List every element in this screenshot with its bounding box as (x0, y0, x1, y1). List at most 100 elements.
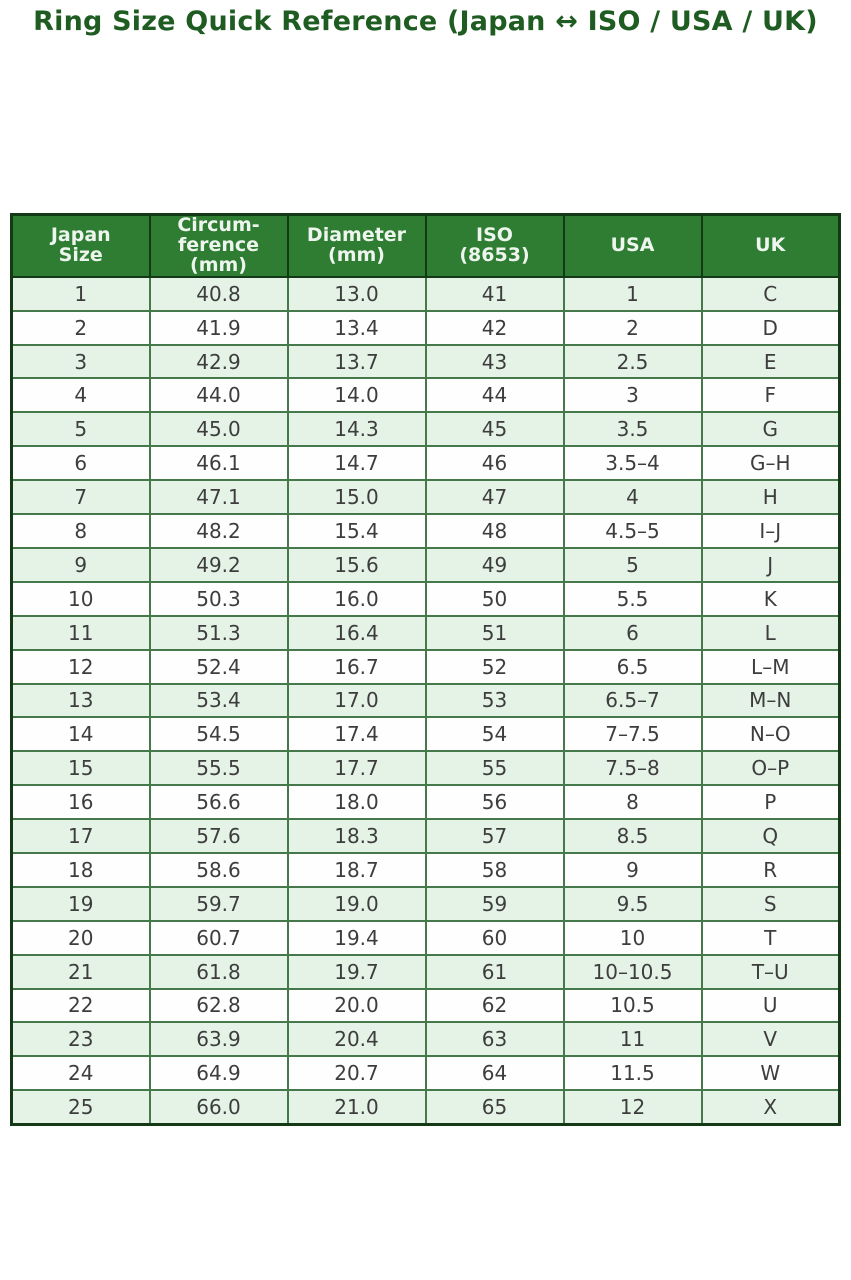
table-cell: 14 (10, 716, 151, 753)
table-cell: 9 (562, 851, 703, 888)
table-cell: 15.6 (286, 546, 427, 583)
table-cell: 16 (10, 784, 151, 821)
table-cell: 52.4 (148, 648, 289, 685)
table-cell: 14.0 (286, 377, 427, 414)
table-cell: 61.8 (148, 953, 289, 990)
table-cell: 23 (10, 1021, 151, 1058)
table-cell: W (700, 1055, 841, 1092)
table-cell: 2 (10, 309, 151, 346)
table-row: 4 44.0 14.0 44 3 F (10, 377, 841, 414)
table-cell: 53 (424, 682, 565, 719)
table-row: 18 58.6 18.7 58 9 R (10, 851, 841, 888)
table-cell: S (700, 885, 841, 922)
table-cell: 1 (10, 275, 151, 312)
table-body: 1 40.8 13.0 41 1 C 2 41.9 13.4 42 2 D 3 42.9 13.7 43 2.5… (10, 275, 841, 1126)
table-cell: 55 (424, 750, 565, 787)
table-cell: C (700, 275, 841, 312)
table-cell: 17.7 (286, 750, 427, 787)
table-cell: 11 (562, 1021, 703, 1058)
table-cell: 21 (10, 953, 151, 990)
column-header-usa: USA (562, 213, 703, 278)
table-cell: 6.5 (562, 648, 703, 685)
table-cell: P (700, 784, 841, 821)
table-cell: 1 (562, 275, 703, 312)
table-cell: E (700, 343, 841, 380)
table-cell: 50.3 (148, 580, 289, 617)
table-cell: 6.5–7 (562, 682, 703, 719)
table-cell: 16.7 (286, 648, 427, 685)
table-cell: 16.0 (286, 580, 427, 617)
table-cell: G (700, 411, 841, 448)
table-cell: 65 (424, 1089, 565, 1126)
table-row: 3 42.9 13.7 43 2.5 E (10, 343, 841, 380)
table-cell: 18.3 (286, 818, 427, 854)
table-cell: 48.2 (148, 513, 289, 549)
table-cell: R (700, 851, 841, 888)
table-row: 19 59.7 19.0 59 9.5 S (10, 885, 841, 922)
table-cell: 49 (424, 546, 565, 583)
table-cell: 51 (424, 614, 565, 651)
table-cell: 48 (424, 513, 565, 549)
table-cell: D (700, 309, 841, 346)
table-cell: 19.4 (286, 919, 427, 956)
table-cell: G–H (700, 445, 841, 482)
table-cell: 24 (10, 1055, 151, 1092)
table-row: 7 47.1 15.0 47 4 H (10, 479, 841, 516)
table-cell: 51.3 (148, 614, 289, 651)
table-cell: 66.0 (148, 1089, 289, 1126)
table-cell: 20.4 (286, 1021, 427, 1058)
table-cell: X (700, 1089, 841, 1126)
table-cell: 59 (424, 885, 565, 922)
table-cell: 45 (424, 411, 565, 448)
table-cell: 58.6 (148, 851, 289, 888)
table-cell: 12 (10, 648, 151, 685)
table-row: 20 60.7 19.4 60 10 T (10, 919, 841, 956)
table-cell: 3.5–4 (562, 445, 703, 482)
table-row: 8 48.2 15.4 48 4.5–5 I–J (10, 513, 841, 549)
table-cell: 5 (562, 546, 703, 583)
table-cell: 62.8 (148, 987, 289, 1024)
table-header-row: Japan Size Circum- ference (mm) Diameter… (10, 213, 841, 278)
table-row: 11 51.3 16.4 51 6 L (10, 614, 841, 651)
table-cell: 56.6 (148, 784, 289, 821)
table-row: 25 66.0 21.0 65 12 X (10, 1089, 841, 1126)
table-cell: 43 (424, 343, 565, 380)
table-cell: 10 (562, 919, 703, 956)
table-row: 14 54.5 17.4 54 7–7.5 N–O (10, 716, 841, 753)
table-cell: 13.7 (286, 343, 427, 380)
table-row: 24 64.9 20.7 64 11.5 W (10, 1055, 841, 1092)
table-cell: 14.7 (286, 445, 427, 482)
table-cell: 57 (424, 818, 565, 854)
table-cell: 19 (10, 885, 151, 922)
table-row: 9 49.2 15.6 49 5 J (10, 546, 841, 583)
table-cell: 9 (10, 546, 151, 583)
ring-size-table-container: Japan Size Circum- ference (mm) Diameter… (10, 213, 841, 1127)
table-cell: 40.8 (148, 275, 289, 312)
table-cell: 47.1 (148, 479, 289, 516)
table-cell: 8 (562, 784, 703, 821)
table-cell: K (700, 580, 841, 617)
table-cell: 4.5–5 (562, 513, 703, 549)
table-cell: 42 (424, 309, 565, 346)
table-row: 6 46.1 14.7 46 3.5–4 G–H (10, 445, 841, 482)
table-cell: 44.0 (148, 377, 289, 414)
table-cell: 5 (10, 411, 151, 448)
table-cell: 55.5 (148, 750, 289, 787)
table-cell: 46 (424, 445, 565, 482)
table-cell: 3 (562, 377, 703, 414)
table-cell: Q (700, 818, 841, 854)
column-header-circumference: Circum- ference (mm) (148, 213, 289, 278)
table-cell: 47 (424, 479, 565, 516)
table-cell: F (700, 377, 841, 414)
table-cell: 2 (562, 309, 703, 346)
table-cell: 46.1 (148, 445, 289, 482)
table-cell: 49.2 (148, 546, 289, 583)
table-cell: 53.4 (148, 682, 289, 719)
table-cell: 3.5 (562, 411, 703, 448)
table-cell: 56 (424, 784, 565, 821)
table-cell: 20.0 (286, 987, 427, 1024)
table-row: 21 61.8 19.7 61 10–10.5 T–U (10, 953, 841, 990)
table-cell: 18.0 (286, 784, 427, 821)
table-cell: 3 (10, 343, 151, 380)
table-cell: 62 (424, 987, 565, 1024)
